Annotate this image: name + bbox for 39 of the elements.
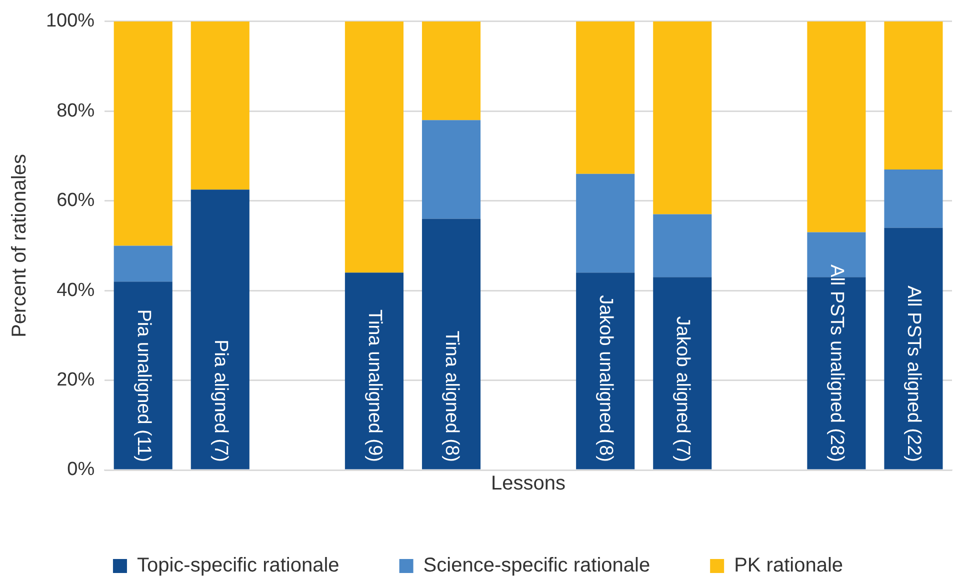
y-tick-label: 100% [46,10,95,32]
bar [114,282,172,470]
x-tick-label: All PSTs unaligned (28) [826,264,848,462]
bar [653,21,712,214]
bar [344,21,404,273]
legend-label: Topic-specific rationale [136,554,340,577]
bar [884,169,943,228]
legend-label: PK rationale [734,554,844,577]
y-tick-label: 0% [67,459,95,480]
x-tick-label: Tina aligned (8) [441,330,462,462]
bar [576,174,635,273]
x-tick-label: All PSTs aligned (22) [903,286,924,462]
x-axis-title: Lessons [491,472,566,495]
bar [114,21,172,246]
y-tick-label: 80% [56,100,95,122]
bar [653,214,712,278]
bar [344,272,404,470]
bar [190,190,250,470]
y-axis-title: Percent of rationales [8,154,31,338]
x-tick-label: Jakob unaligned (8) [595,295,616,462]
x-tick-label: Pia aligned (7) [210,339,231,462]
x-tick-label: Tina unaligned (9) [364,310,385,462]
legend-label: Science-specific rationale [423,554,650,577]
bar [190,21,250,190]
bar [884,21,943,170]
y-tick-label: 40% [56,280,95,301]
bar [422,218,481,470]
bar [422,21,481,120]
y-tick-label: 20% [56,370,95,391]
bar [576,272,635,470]
bar [884,228,943,470]
bar [576,21,635,174]
y-tick-label: 60% [56,190,95,212]
bar [114,246,172,282]
x-tick-label: Jakob aligned (7) [672,316,694,462]
x-tick-label: Pia unaligned (11) [132,309,154,462]
bar [807,21,866,232]
bar [422,120,481,219]
bar [653,277,712,470]
